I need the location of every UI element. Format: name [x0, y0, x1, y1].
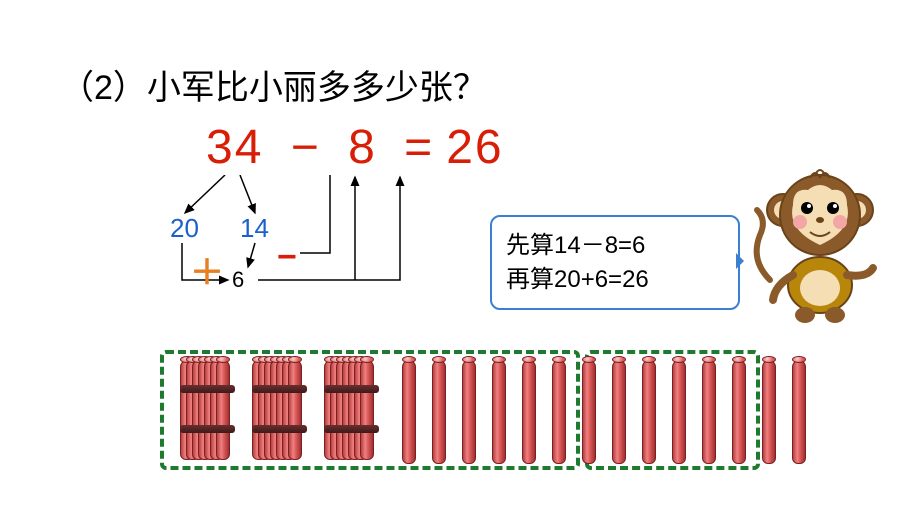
stick	[762, 360, 776, 464]
operand-b: 8	[348, 121, 377, 174]
sticks-illustration	[160, 340, 880, 480]
stick	[432, 360, 446, 464]
question-text: （2）小军比小丽多多少张？	[60, 60, 487, 109]
equals: =	[404, 121, 434, 174]
result: 26	[446, 121, 503, 174]
minus-icon: −	[277, 238, 297, 277]
speech-line1: 先算14－8=6	[506, 229, 724, 263]
operand-a: 34	[206, 121, 263, 174]
bundle	[252, 360, 307, 460]
decomposition-diagram: 20 14 ＋ − 6	[150, 175, 490, 315]
stick	[732, 360, 746, 464]
speech-bubble: 先算14－8=6 再算20+6=26	[490, 215, 740, 310]
stick	[612, 360, 626, 464]
stick	[552, 360, 566, 464]
stick	[492, 360, 506, 464]
operator-minus: −	[291, 121, 321, 174]
plus-icon: ＋	[190, 245, 224, 294]
stick	[642, 360, 656, 464]
speech-line2: 再算20+6=26	[506, 263, 724, 297]
stick	[462, 360, 476, 464]
stick	[522, 360, 536, 464]
monkey-character	[745, 160, 895, 330]
stick	[582, 360, 596, 464]
loose-sticks	[402, 360, 806, 470]
stick	[792, 360, 806, 464]
stick	[402, 360, 416, 464]
stick	[702, 360, 716, 464]
decomp-6: 6	[232, 267, 244, 293]
decomp-20: 20	[170, 213, 199, 244]
bundle	[180, 360, 235, 460]
decomp-14: 14	[240, 213, 269, 244]
question-number: （2）	[60, 69, 147, 107]
question-body: 小军比小丽多多少张？	[147, 69, 487, 107]
stick	[672, 360, 686, 464]
bundle	[324, 360, 379, 460]
equation: 34 − 8 =26	[200, 120, 510, 175]
